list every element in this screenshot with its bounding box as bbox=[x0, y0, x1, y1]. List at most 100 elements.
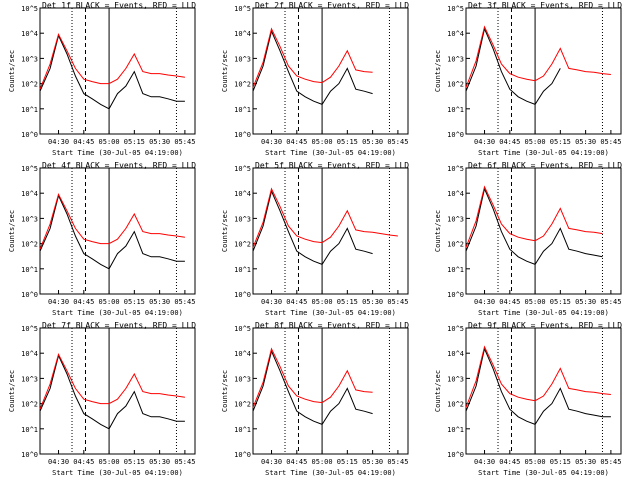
y-tick-label: 10^4 bbox=[234, 190, 251, 198]
x-tick-label: 05:00 bbox=[525, 458, 546, 466]
x-axis-label: Start Time (30-Jul-05 04:19:00) bbox=[265, 149, 396, 157]
x-tick-label: 04:30 bbox=[48, 138, 69, 146]
y-tick-label: 10^0 bbox=[21, 451, 38, 459]
y-tick-label: 10^0 bbox=[234, 451, 251, 459]
panel-8: Det 8f BLACK = Events, RED = LLD 10^0 10^1… bbox=[221, 321, 409, 477]
series-lld bbox=[465, 345, 611, 408]
y-tick-label: 10^3 bbox=[447, 215, 464, 223]
series-events bbox=[465, 347, 611, 426]
chart-title: Det 3f BLACK = Events, RED = LLD bbox=[468, 1, 622, 10]
series-events bbox=[465, 27, 561, 106]
y-tick-label: 10^4 bbox=[234, 30, 251, 38]
x-tick-label: 05:30 bbox=[149, 458, 170, 466]
y-tick-label: 10^0 bbox=[21, 131, 38, 139]
x-axis-label: Start Time (30-Jul-05 04:19:00) bbox=[478, 309, 609, 317]
y-tick-label: 10^1 bbox=[21, 426, 38, 434]
plot-frame bbox=[252, 327, 409, 455]
y-axis-label: Counts/sec bbox=[434, 210, 442, 252]
series-lld bbox=[465, 25, 611, 88]
x-tick-label: 05:30 bbox=[149, 298, 170, 306]
series-events bbox=[252, 189, 373, 266]
series-lld bbox=[465, 185, 603, 248]
y-tick-label: 10^4 bbox=[21, 30, 38, 38]
y-axis-label: Counts/sec bbox=[221, 50, 229, 92]
y-tick-label: 10^2 bbox=[447, 241, 464, 249]
y-axis-label: Counts/sec bbox=[8, 370, 16, 412]
x-axis-label: Start Time (30-Jul-05 04:19:00) bbox=[478, 469, 609, 477]
x-tick-label: 05:30 bbox=[362, 138, 383, 146]
y-axis-label: Counts/sec bbox=[221, 210, 229, 252]
x-axis-label: Start Time (30-Jul-05 04:19:00) bbox=[265, 469, 396, 477]
panel-4: Det 4f BLACK = Events, RED = LLD 10^0 10^1… bbox=[8, 161, 196, 317]
x-axis-label: Start Time (30-Jul-05 04:19:00) bbox=[478, 149, 609, 157]
series-events bbox=[39, 354, 185, 430]
plot-frame bbox=[465, 327, 622, 455]
y-tick-label: 10^1 bbox=[234, 106, 251, 114]
y-axis-label: Counts/sec bbox=[8, 210, 16, 252]
panel-1: Det 1f BLACK = Events, RED = LLD 10^0 10^1… bbox=[8, 1, 196, 157]
x-tick-label: 05:30 bbox=[575, 138, 596, 146]
x-tick-label: 05:00 bbox=[525, 298, 546, 306]
y-tick-label: 10^1 bbox=[447, 426, 464, 434]
y-tick-label: 10^3 bbox=[21, 215, 38, 223]
x-tick-label: 05:15 bbox=[124, 138, 145, 146]
y-tick-label: 10^5 bbox=[447, 165, 464, 173]
plot-frame bbox=[465, 7, 622, 135]
chart-title: Det 8f BLACK = Events, RED = LLD bbox=[255, 321, 409, 330]
x-tick-label: 05:45 bbox=[600, 458, 621, 466]
y-tick-label: 10^5 bbox=[234, 5, 251, 13]
chart-title: Det 7f BLACK = Events, RED = LLD bbox=[42, 321, 196, 330]
chart-title: Det 9f BLACK = Events, RED = LLD bbox=[468, 321, 622, 330]
x-tick-label: 04:45 bbox=[499, 138, 520, 146]
x-tick-label: 04:30 bbox=[48, 458, 69, 466]
plot-frame bbox=[465, 167, 622, 295]
series-lld bbox=[39, 193, 185, 250]
x-tick-label: 04:45 bbox=[73, 458, 94, 466]
y-tick-label: 10^0 bbox=[447, 131, 464, 139]
x-tick-label: 04:45 bbox=[73, 138, 94, 146]
y-tick-label: 10^3 bbox=[447, 375, 464, 383]
series-lld bbox=[252, 27, 373, 88]
panel-7: Det 7f BLACK = Events, RED = LLD 10^0 10^1… bbox=[8, 321, 196, 477]
panel-9: Det 9f BLACK = Events, RED = LLD 10^0 10^1… bbox=[434, 321, 622, 477]
y-axis-label: Counts/sec bbox=[434, 370, 442, 412]
y-tick-label: 10^3 bbox=[234, 55, 251, 63]
plot-frame bbox=[39, 167, 196, 295]
plot-frame bbox=[252, 7, 409, 135]
x-tick-label: 05:45 bbox=[174, 138, 195, 146]
y-tick-label: 10^2 bbox=[447, 401, 464, 409]
x-tick-label: 05:45 bbox=[600, 138, 621, 146]
x-tick-label: 04:45 bbox=[499, 458, 520, 466]
x-tick-label: 05:15 bbox=[550, 138, 571, 146]
plot-frame bbox=[39, 7, 196, 135]
y-tick-label: 10^3 bbox=[21, 55, 38, 63]
y-tick-label: 10^0 bbox=[21, 291, 38, 299]
y-tick-label: 10^5 bbox=[447, 5, 464, 13]
plot-frame bbox=[252, 167, 409, 295]
panel-6: Det 6f BLACK = Events, RED = LLD 10^0 10^1… bbox=[434, 161, 622, 317]
x-tick-label: 05:45 bbox=[387, 458, 408, 466]
x-tick-label: 05:00 bbox=[312, 138, 333, 146]
series-events bbox=[252, 29, 373, 106]
x-tick-label: 05:15 bbox=[337, 138, 358, 146]
x-tick-label: 05:00 bbox=[525, 138, 546, 146]
y-tick-label: 10^4 bbox=[447, 350, 464, 358]
y-tick-label: 10^4 bbox=[21, 190, 38, 198]
y-tick-label: 10^3 bbox=[234, 375, 251, 383]
chart-title: Det 1f BLACK = Events, RED = LLD bbox=[42, 1, 196, 10]
y-tick-label: 10^2 bbox=[447, 81, 464, 89]
y-axis-label: Counts/sec bbox=[221, 370, 229, 412]
y-tick-label: 10^0 bbox=[447, 451, 464, 459]
y-tick-label: 10^5 bbox=[21, 5, 38, 13]
series-lld bbox=[39, 33, 185, 90]
y-tick-label: 10^5 bbox=[21, 325, 38, 333]
y-tick-label: 10^2 bbox=[21, 241, 38, 249]
x-tick-label: 05:30 bbox=[149, 138, 170, 146]
y-tick-label: 10^2 bbox=[21, 401, 38, 409]
series-lld bbox=[252, 347, 373, 408]
y-tick-label: 10^3 bbox=[21, 375, 38, 383]
x-tick-label: 05:00 bbox=[99, 298, 120, 306]
y-axis-label: Counts/sec bbox=[434, 50, 442, 92]
x-tick-label: 04:30 bbox=[474, 138, 495, 146]
